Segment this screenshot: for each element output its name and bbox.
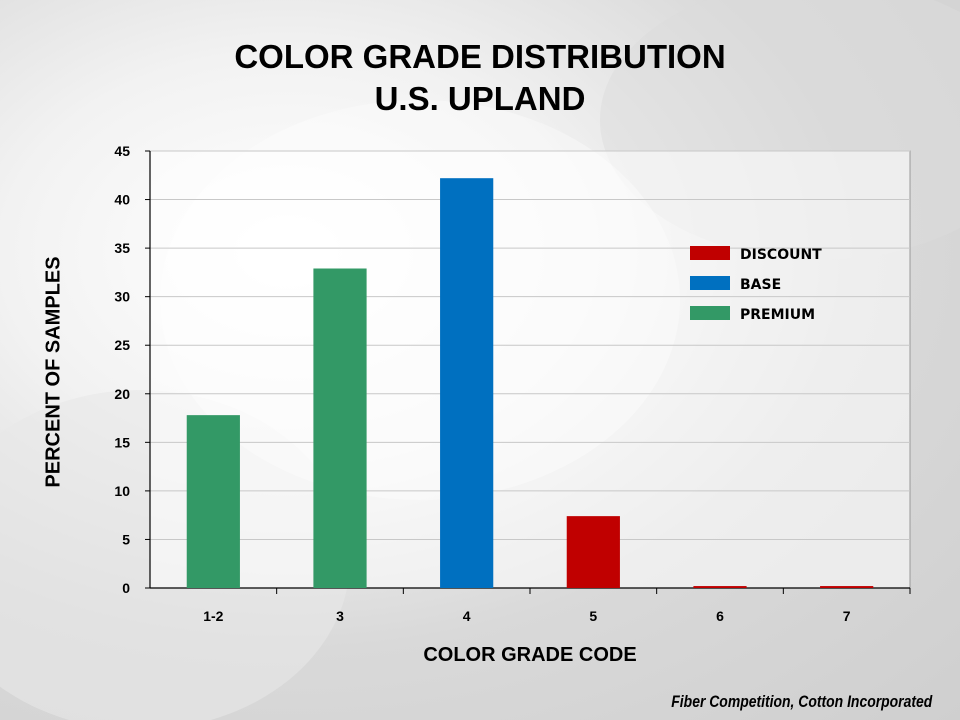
y-axis-label: PERCENT OF SAMPLES xyxy=(42,256,65,488)
title-line-1: COLOR GRADE DISTRIBUTION xyxy=(234,38,726,75)
x-tick-label: 6 xyxy=(716,608,724,624)
legend-swatch-premium xyxy=(690,306,730,320)
y-tick-label: 20 xyxy=(114,386,130,402)
y-tick-label: 25 xyxy=(114,337,130,353)
x-tick-label: 3 xyxy=(336,608,344,624)
y-tick-label: 30 xyxy=(114,289,130,305)
x-tick-label: 1-2 xyxy=(203,608,223,624)
y-tick-label: 0 xyxy=(122,580,130,596)
y-tick-label: 5 xyxy=(122,531,130,547)
bar-6 xyxy=(693,586,747,588)
x-tick-label: 4 xyxy=(463,608,471,624)
source-footer: Fiber Competition, Cotton Incorporated xyxy=(671,692,932,711)
title-line-2: U.S. UPLAND xyxy=(374,80,586,117)
y-tick-label: 15 xyxy=(114,434,130,450)
y-tick-label: 40 xyxy=(114,192,130,208)
legend-label-discount: DISCOUNT xyxy=(740,247,822,263)
legend-label-base: BASE xyxy=(740,277,781,293)
chart-title: COLOR GRADE DISTRIBUTION U.S. UPLAND xyxy=(0,36,960,120)
legend-swatch-base xyxy=(690,276,730,290)
bar-4 xyxy=(440,178,494,589)
y-tick-label: 35 xyxy=(114,240,130,256)
bar-7 xyxy=(820,586,874,588)
legend-label-premium: PREMIUM xyxy=(740,307,815,323)
x-axis-label: COLOR GRADE CODE xyxy=(423,644,637,666)
legend-swatch-discount xyxy=(690,246,730,260)
bar-3 xyxy=(313,268,367,588)
x-tick-label: 5 xyxy=(589,608,597,624)
bar-1-2 xyxy=(186,415,240,588)
bar-5 xyxy=(566,516,620,588)
y-tick-label: 10 xyxy=(114,483,130,499)
y-tick-label: 45 xyxy=(114,143,130,159)
x-tick-label: 7 xyxy=(843,608,851,624)
plot-area xyxy=(149,150,911,589)
